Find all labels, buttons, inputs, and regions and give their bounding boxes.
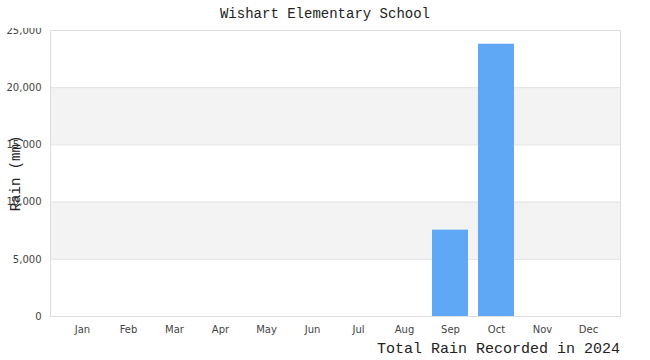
svg-text:Feb: Feb bbox=[120, 324, 138, 335]
svg-text:Dec: Dec bbox=[579, 324, 598, 335]
svg-text:May: May bbox=[256, 324, 277, 335]
svg-text:20,000: 20,000 bbox=[7, 82, 42, 93]
svg-text:Jan: Jan bbox=[74, 324, 90, 335]
svg-text:Sep: Sep bbox=[441, 324, 460, 335]
svg-text:Mar: Mar bbox=[165, 324, 185, 335]
svg-text:Apr: Apr bbox=[212, 324, 230, 335]
svg-text:Jul: Jul bbox=[351, 324, 364, 335]
svg-text:0: 0 bbox=[35, 311, 41, 322]
svg-text:Jun: Jun bbox=[304, 324, 321, 335]
svg-text:25,000: 25,000 bbox=[7, 28, 42, 36]
svg-text:Nov: Nov bbox=[533, 324, 553, 335]
html-text:Wishart Elementary School: Wishart Elementary School bbox=[220, 6, 430, 22]
html-text:Total Rain Recorded in 2024: Total Rain Recorded in 2024 bbox=[377, 341, 620, 358]
svg-text:Oct: Oct bbox=[488, 324, 505, 335]
svg-text:5,000: 5,000 bbox=[13, 254, 42, 265]
svg-text:Rain (mm): Rain (mm) bbox=[8, 136, 24, 212]
svg-text:Aug: Aug bbox=[395, 324, 415, 335]
